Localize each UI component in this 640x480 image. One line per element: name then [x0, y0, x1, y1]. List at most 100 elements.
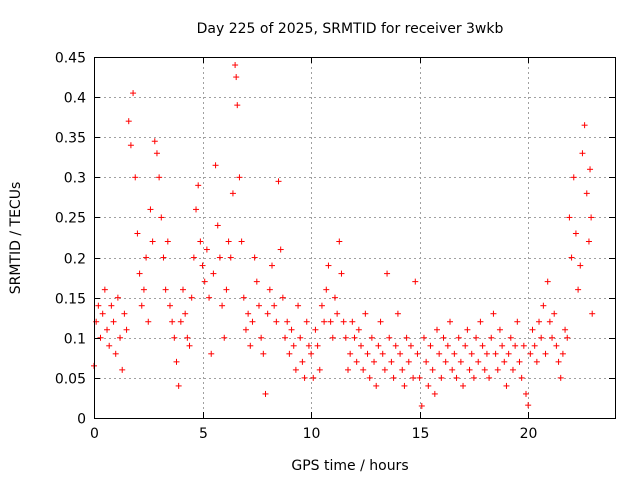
data-point — [577, 262, 584, 269]
data-point — [444, 342, 451, 349]
data-point — [375, 342, 382, 349]
data-point — [288, 326, 295, 333]
data-point — [364, 350, 371, 357]
data-point — [292, 366, 299, 373]
data-point — [477, 318, 484, 325]
data-point — [516, 358, 523, 365]
data-point — [227, 254, 234, 261]
data-point — [151, 138, 158, 145]
data-point — [112, 350, 119, 357]
data-point — [247, 342, 254, 349]
data-point — [536, 318, 543, 325]
data-point — [360, 366, 367, 373]
data-point — [425, 382, 432, 389]
data-point — [544, 278, 551, 285]
data-point — [279, 294, 286, 301]
data-point — [466, 366, 473, 373]
data-points — [91, 62, 596, 409]
data-point — [318, 302, 325, 309]
data-point — [483, 350, 490, 357]
data-point — [242, 326, 249, 333]
data-point — [589, 310, 596, 317]
y-tick-label: 0.15 — [55, 292, 86, 308]
data-point — [156, 174, 163, 181]
data-point — [486, 374, 493, 381]
data-point — [301, 374, 308, 381]
data-point — [492, 350, 499, 357]
data-point — [349, 318, 356, 325]
data-point — [587, 166, 594, 173]
data-point — [219, 302, 226, 309]
data-point — [334, 310, 341, 317]
data-point — [562, 326, 569, 333]
data-point — [520, 342, 527, 349]
data-point — [182, 310, 189, 317]
data-point — [99, 310, 106, 317]
data-point — [316, 366, 323, 373]
data-point — [249, 318, 256, 325]
data-point — [538, 334, 545, 341]
data-point — [212, 162, 219, 169]
data-point — [416, 374, 423, 381]
data-point — [570, 174, 577, 181]
axis-ticks: 0 0.05 0.1 0.15 0.2 0.25 0.3 0.35 0.4 0.45 0 5 10 15 2… — [55, 51, 615, 442]
data-point — [559, 350, 566, 357]
data-point — [214, 222, 221, 229]
data-point — [140, 286, 147, 293]
data-point — [147, 206, 154, 213]
y-tick-label: 0 — [77, 412, 86, 428]
data-point — [549, 334, 556, 341]
data-point — [566, 214, 573, 221]
data-point — [442, 358, 449, 365]
data-point — [397, 350, 404, 357]
data-point — [169, 318, 176, 325]
data-point — [123, 326, 130, 333]
data-point — [290, 342, 297, 349]
data-point — [284, 318, 291, 325]
data-point — [153, 150, 160, 157]
data-point — [551, 310, 558, 317]
data-point — [433, 326, 440, 333]
data-point — [431, 390, 438, 397]
data-point — [266, 286, 273, 293]
data-point — [392, 342, 399, 349]
data-point — [149, 238, 156, 245]
data-point — [499, 342, 506, 349]
y-tick-label: 0.25 — [55, 211, 86, 227]
y-tick-label: 0.3 — [64, 171, 86, 187]
data-point — [381, 366, 388, 373]
data-point — [512, 342, 519, 349]
data-point — [171, 334, 178, 341]
data-point — [240, 294, 247, 301]
data-point — [540, 302, 547, 309]
data-point — [232, 62, 239, 69]
data-point — [295, 302, 302, 309]
data-point — [121, 310, 128, 317]
data-point — [160, 254, 167, 261]
y-tick-label: 0.4 — [64, 91, 86, 107]
data-point — [197, 238, 204, 245]
data-point — [331, 294, 338, 301]
data-point — [186, 342, 193, 349]
data-point — [390, 374, 397, 381]
data-point — [410, 374, 417, 381]
x-tick-label: 5 — [199, 426, 208, 442]
data-point — [336, 238, 343, 245]
data-point — [384, 270, 391, 277]
data-point — [184, 334, 191, 341]
data-point — [455, 334, 462, 341]
data-point — [518, 374, 525, 381]
data-point — [572, 230, 579, 237]
data-point — [481, 366, 488, 373]
data-point — [449, 366, 456, 373]
data-point — [414, 350, 421, 357]
data-point — [379, 350, 386, 357]
data-point — [286, 350, 293, 357]
data-point — [110, 318, 117, 325]
data-point — [362, 310, 369, 317]
data-point — [373, 382, 380, 389]
data-point — [440, 334, 447, 341]
data-point — [325, 262, 332, 269]
x-tick-label: 15 — [412, 426, 430, 442]
